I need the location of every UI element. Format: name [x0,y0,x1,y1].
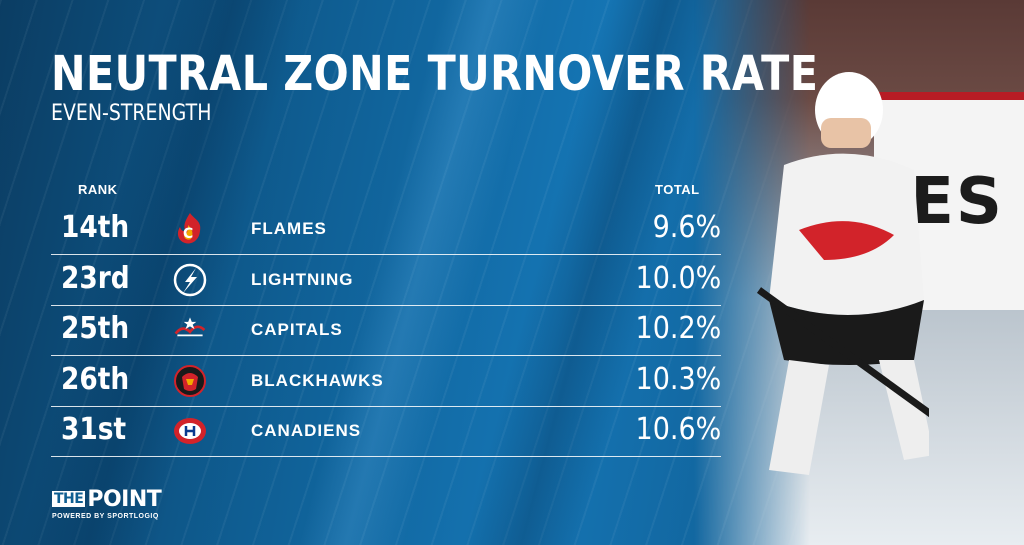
capitals-logo [172,312,208,348]
canadiens-logo [172,413,208,449]
table-row: 25th CAPITALS 10.2% [51,305,721,356]
blackhawks-logo [172,363,208,399]
brand-logo: THE POINT POWERED BY SPORTLOGIQ [52,487,162,520]
brand-powered-by: POWERED BY SPORTLOGIQ [52,513,159,520]
hockey-player-image [756,72,929,475]
boards-sign-text: ES [910,165,1004,239]
boards-stripe [874,92,1024,100]
lightning-logo [172,262,208,298]
total-cell: 10.0% [635,260,721,296]
flames-logo: C [172,211,208,247]
team-name-cell: CANADIENS [251,421,362,440]
svg-text:C: C [183,226,193,242]
team-name-cell: FLAMES [251,219,327,238]
rank-cell: 25th [61,311,130,346]
brand-the: THE [52,491,86,507]
rank-cell: 31st [61,412,127,447]
table-row: 31st CANADIENS 10.6% [51,406,721,457]
column-header-total: TOTAL [655,182,700,197]
team-name-cell: BLACKHAWKS [251,370,384,390]
total-cell: 10.6% [635,412,721,447]
brand-wordmark: THE POINT [52,487,162,512]
total-cell: 10.3% [635,361,721,397]
rank-cell: 14th [61,210,130,245]
brand-point: POINT [87,487,162,512]
total-cell: 9.6% [652,210,721,245]
chart-title: NEUTRAL ZONE TURNOVER RATE [51,46,819,102]
total-cell: 10.2% [635,311,721,346]
table-row: 26th BLACKHAWKS 10.3% [51,356,721,407]
rank-cell: 23rd [61,260,130,296]
chart-subtitle: EVEN-STRENGTH [51,101,212,126]
rank-cell: 26th [61,361,130,397]
table-row: 23rd LIGHTNING 10.0% [51,255,721,306]
team-name-cell: CAPITALS [251,320,343,339]
column-header-rank: RANK [78,182,118,197]
team-name-cell: LIGHTNING [251,269,354,289]
table-row: 14th C FLAMES 9.6% [51,204,721,255]
